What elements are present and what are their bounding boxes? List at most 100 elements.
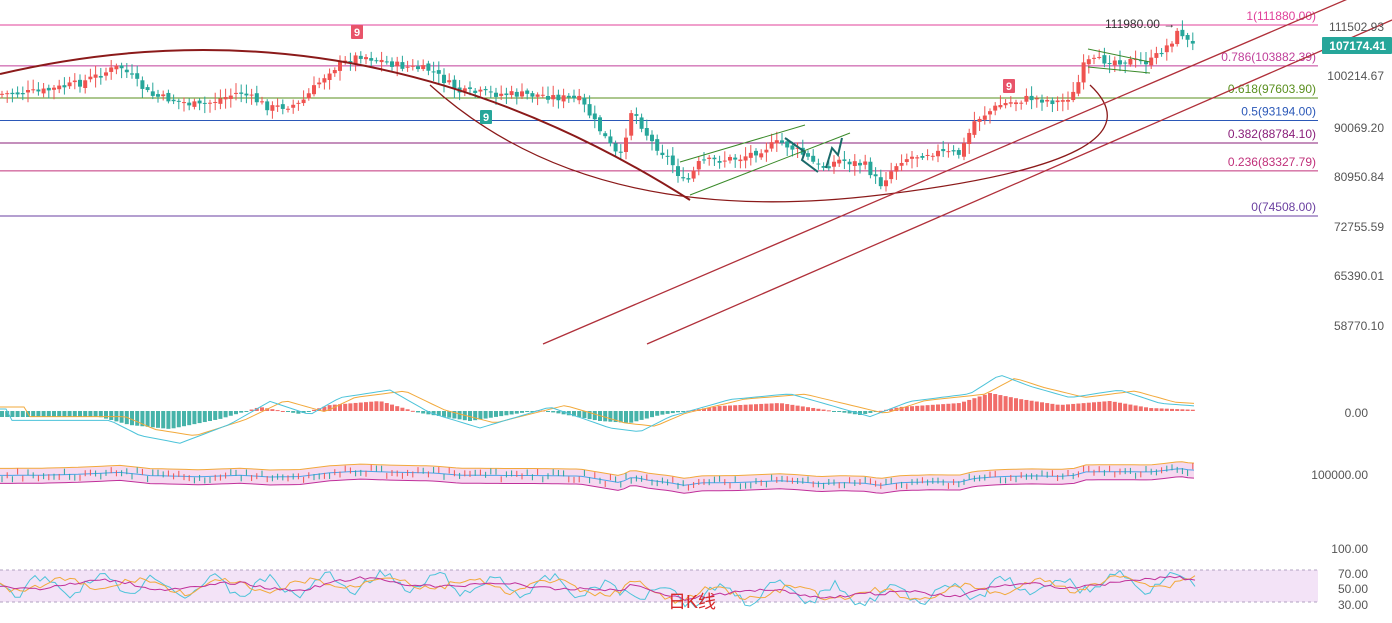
candle-body (265, 101, 270, 111)
macd-bar (187, 411, 192, 426)
macd-bar (1190, 409, 1195, 411)
macd-bar (681, 411, 686, 412)
candle-body (644, 127, 649, 136)
macd-bar (239, 411, 244, 413)
candle-body (790, 145, 795, 150)
macd-bar (722, 405, 727, 411)
candle-body (670, 155, 675, 166)
candle-body (598, 117, 602, 132)
candle-body (1086, 59, 1091, 65)
indicator-tick: 70.00 (1338, 567, 1368, 581)
candle-body (244, 93, 249, 96)
macd-bar (551, 411, 556, 413)
candle-body (109, 67, 114, 72)
bollinger-upper (0, 461, 1195, 479)
candle-body (733, 157, 738, 160)
candle-body (275, 105, 280, 107)
macd-bar (566, 411, 571, 416)
macd-bar (156, 411, 160, 428)
bollinger-panel (0, 461, 1195, 494)
macd-bar (182, 411, 186, 427)
macd-bar (1019, 399, 1024, 411)
candle-body (1164, 45, 1169, 53)
macd-bar (161, 411, 166, 429)
candle-body (535, 94, 540, 97)
candle-body (1045, 99, 1050, 102)
macd-bar (1014, 398, 1018, 411)
candle-body (1008, 102, 1013, 104)
current-price-label: 107174.41 (1329, 39, 1386, 53)
macd-bar (98, 411, 103, 418)
macd-bar (1133, 405, 1138, 411)
candle-body (291, 104, 296, 108)
candle-body (592, 113, 597, 120)
bollinger-middle (0, 468, 1195, 486)
macd-bar (910, 406, 914, 411)
candle-body (488, 91, 493, 93)
macd-bar (36, 411, 41, 417)
macd-bar (130, 411, 134, 426)
macd-bar (925, 405, 930, 411)
candle-body (1154, 53, 1159, 58)
candle-body (920, 155, 925, 158)
candle-body (806, 153, 810, 157)
candle-body (629, 113, 634, 136)
macd-bar (1034, 401, 1039, 411)
macd-bar (1086, 402, 1091, 411)
candle-body (774, 140, 779, 144)
macd-bar (764, 403, 769, 411)
candle-body (478, 89, 483, 92)
candle-body (1003, 103, 1008, 106)
price-tick: 111502.93 (1329, 20, 1384, 34)
macd-bar (660, 411, 665, 415)
indicator-tick: 100.00 (1331, 542, 1368, 556)
macd-bar (244, 411, 249, 412)
macd-bar (572, 411, 576, 417)
candle-body (52, 87, 56, 90)
candle-body (62, 85, 67, 88)
macd-bar (592, 411, 597, 421)
macd-bar (223, 411, 228, 418)
td-marker-label: 9 (483, 112, 489, 124)
macd-bar (468, 411, 472, 421)
macd-bar (20, 411, 25, 417)
candle-body (722, 160, 727, 162)
macd-bar (754, 404, 758, 411)
candle-body (1034, 98, 1039, 100)
candle-body (327, 73, 332, 80)
macd-bar (748, 404, 753, 411)
candle-body (878, 177, 883, 187)
bollinger-lower (0, 476, 1195, 494)
rsi-panel (0, 569, 1318, 608)
candle-body (624, 137, 628, 152)
macd-bar (10, 411, 15, 417)
price-tick: 80950.84 (1334, 170, 1384, 184)
macd-bar (837, 411, 842, 412)
candle-body (1102, 55, 1107, 64)
candle-body (379, 59, 384, 63)
candle-body (904, 159, 909, 162)
macd-bar (46, 411, 51, 417)
interval-label: 日K线 (668, 592, 716, 612)
candle-body (764, 149, 769, 153)
candle-body (462, 88, 467, 92)
candle-body (728, 156, 732, 161)
macd-bar (249, 409, 254, 411)
macd-bar (603, 411, 608, 422)
macd-bar (192, 411, 197, 425)
macd-line (0, 378, 1195, 436)
macd-bar (483, 411, 488, 419)
candle-body (1128, 58, 1133, 65)
macd-bar (1008, 397, 1013, 411)
macd-bar (904, 406, 909, 411)
candle-body (358, 55, 363, 59)
candle-body (546, 95, 550, 100)
candle-body (306, 93, 311, 99)
candle-body (889, 171, 894, 180)
candle-body (270, 105, 275, 111)
candle-body (145, 87, 150, 91)
macd-bar (1081, 403, 1086, 411)
candle-body (436, 70, 441, 74)
fib-label: 0(74508.00) (1251, 200, 1316, 214)
